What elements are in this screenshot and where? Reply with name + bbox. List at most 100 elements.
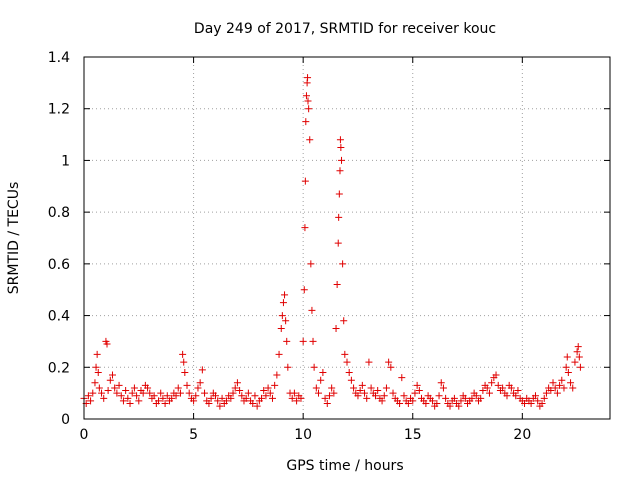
data-point — [201, 389, 209, 397]
data-point — [338, 156, 346, 164]
data-point — [196, 379, 204, 387]
data-point — [115, 381, 123, 389]
x-tick-label: 5 — [189, 427, 198, 443]
data-point — [244, 389, 252, 397]
data-point — [534, 397, 542, 405]
data-point — [428, 397, 436, 405]
x-tick-label: 15 — [404, 427, 422, 443]
data-point — [336, 136, 344, 144]
data-point — [279, 299, 287, 307]
data-point — [233, 379, 241, 387]
data-point — [87, 397, 95, 405]
data-point — [483, 384, 491, 392]
data-point — [174, 384, 182, 392]
data-point — [398, 374, 406, 382]
data-point — [411, 389, 419, 397]
data-point — [521, 399, 529, 407]
data-point — [457, 397, 465, 405]
data-point — [98, 389, 106, 397]
data-point — [251, 392, 259, 400]
data-point — [574, 343, 582, 351]
data-point — [409, 397, 417, 405]
y-tick-label: 1.4 — [48, 50, 70, 66]
data-point — [227, 394, 235, 402]
data-point — [236, 387, 244, 395]
data-point — [435, 392, 443, 400]
data-point — [527, 399, 535, 407]
data-point — [100, 394, 108, 402]
data-point — [538, 399, 546, 407]
data-point — [172, 392, 180, 400]
data-point — [492, 371, 500, 379]
y-tick-labels: 0 0.2 0.4 0.6 0.8 1 1.2 1.4 — [48, 50, 70, 428]
data-point — [563, 353, 571, 361]
data-point — [84, 392, 92, 400]
data-point — [576, 363, 584, 371]
data-point — [442, 394, 450, 402]
data-point — [358, 381, 366, 389]
data-point — [312, 384, 320, 392]
chart-title: Day 249 of 2017, SRMTID for receiver kou… — [194, 21, 496, 37]
data-point — [139, 389, 147, 397]
data-point — [479, 387, 487, 395]
data-point — [321, 394, 329, 402]
data-point — [367, 384, 375, 392]
data-point — [461, 394, 469, 402]
data-point — [205, 399, 213, 407]
data-point — [547, 387, 555, 395]
data-point — [150, 392, 158, 400]
data-point — [304, 97, 312, 105]
data-point — [222, 397, 230, 405]
data-point — [380, 392, 388, 400]
data-point — [337, 144, 345, 151]
data-point — [553, 389, 561, 397]
data-point — [560, 384, 568, 392]
data-point — [157, 389, 165, 397]
x-tick-label: 20 — [513, 427, 531, 443]
data-point — [512, 392, 520, 400]
y-tick-label: 0.4 — [48, 309, 70, 325]
data-point — [155, 397, 163, 405]
data-point — [301, 177, 309, 185]
data-point — [335, 190, 343, 198]
data-point — [168, 394, 176, 402]
data-point — [422, 399, 430, 407]
y-tick-label: 0.6 — [48, 257, 70, 273]
data-point — [540, 394, 548, 402]
x-axis-label: GPS time / hours — [286, 458, 403, 474]
data-point — [404, 399, 412, 407]
data-point — [176, 389, 184, 397]
data-point — [302, 92, 310, 100]
data-point — [307, 260, 315, 268]
data-point — [106, 376, 114, 384]
data-point — [439, 384, 447, 392]
data-point — [133, 392, 141, 400]
data-point — [122, 387, 130, 395]
data-point — [284, 363, 292, 371]
data-point — [575, 353, 583, 361]
data-point — [216, 402, 224, 410]
data-point — [190, 397, 198, 405]
data-point — [374, 387, 382, 395]
data-point — [275, 350, 283, 358]
data-point — [159, 394, 167, 402]
data-point — [163, 392, 171, 400]
data-point — [271, 381, 279, 389]
data-point — [264, 384, 272, 392]
data-point — [514, 387, 522, 395]
data-point — [198, 366, 206, 374]
data-point — [336, 167, 344, 175]
data-point — [290, 389, 298, 397]
data-point — [238, 392, 246, 400]
data-point — [92, 363, 100, 371]
data-point — [396, 399, 404, 407]
data-point — [382, 384, 390, 392]
data-point — [567, 379, 575, 387]
data-point — [260, 387, 268, 395]
data-point — [308, 306, 316, 314]
data-point — [144, 384, 152, 392]
x-tick-label: 0 — [80, 427, 89, 443]
data-point — [126, 399, 134, 407]
data-point — [128, 389, 136, 397]
